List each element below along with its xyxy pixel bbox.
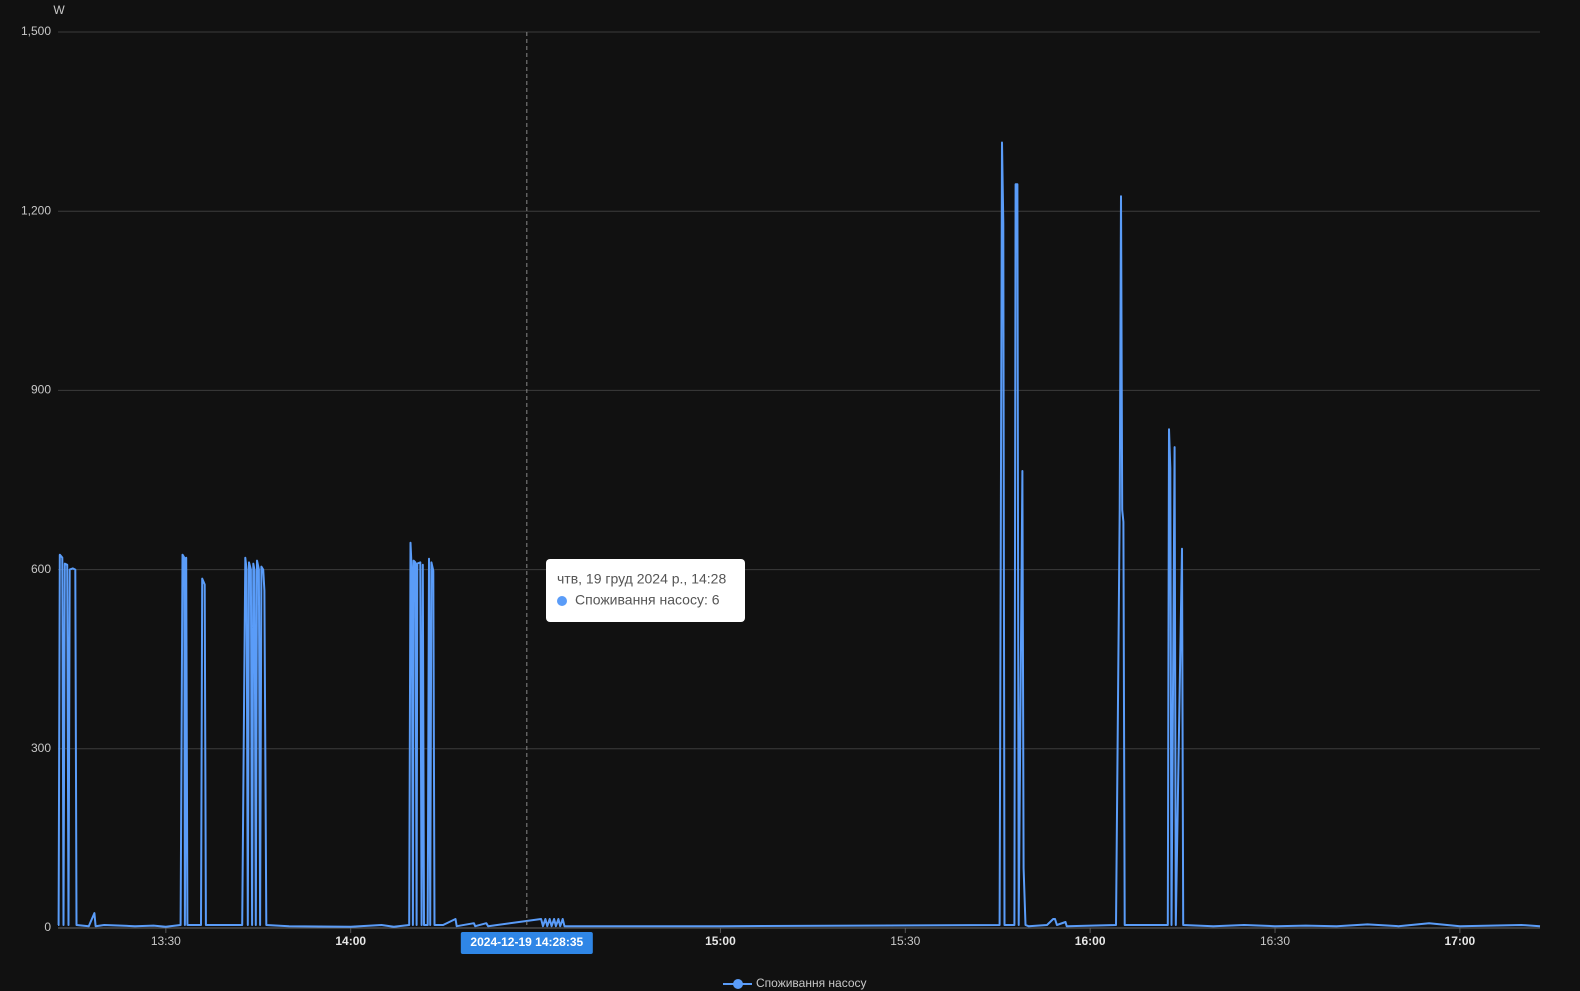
y-tick-label: 0: [44, 920, 51, 934]
x-tick-label: 15:30: [890, 934, 920, 948]
y-unit: W: [53, 3, 65, 17]
y-tick-label: 1,200: [21, 203, 51, 217]
tooltip-text: Споживання насосу: 6: [575, 592, 720, 608]
x-tick-label: 13:30: [151, 934, 181, 948]
crosshair-label: 2024-12-19 14:28:35: [470, 935, 583, 949]
tooltip-bg: [546, 559, 745, 622]
tooltip-dot: [557, 596, 567, 606]
legend-label: Споживання насосу: [756, 976, 867, 990]
y-tick-label: 900: [31, 383, 51, 397]
data-line: [57, 141, 1541, 928]
x-tick-label: 17:00: [1445, 934, 1476, 948]
x-tick-label: 14:00: [335, 934, 366, 948]
crosshair-label-bg: [460, 932, 593, 954]
y-tick-label: 1,500: [21, 24, 51, 38]
legend-dot: [733, 979, 743, 989]
y-tick-label: 600: [31, 562, 51, 576]
y-tick-label: 300: [31, 741, 51, 755]
tooltip-title: чтв, 19 груд 2024 р., 14:28: [557, 571, 726, 587]
x-tick-label: 15:00: [705, 934, 736, 948]
x-tick-label: 16:00: [1075, 934, 1106, 948]
x-tick-label: 16:30: [1260, 934, 1290, 948]
